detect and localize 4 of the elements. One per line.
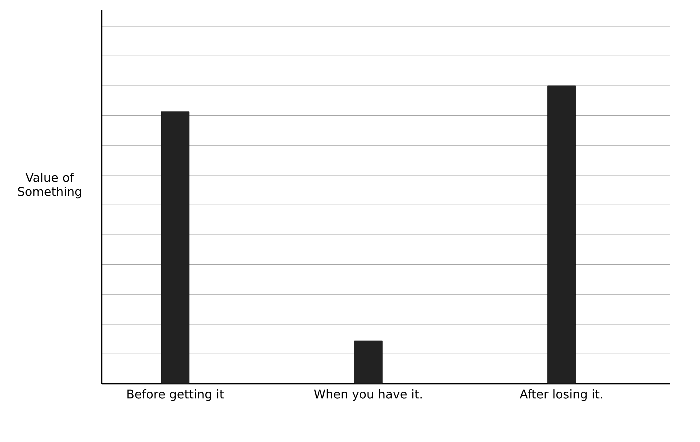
y-axis-title: Value of Something [18, 172, 82, 199]
x-tick-label: After losing it. [520, 390, 602, 402]
x-tick-label: When you have it. [314, 390, 422, 402]
x-tick-label: Before getting it [128, 390, 224, 402]
